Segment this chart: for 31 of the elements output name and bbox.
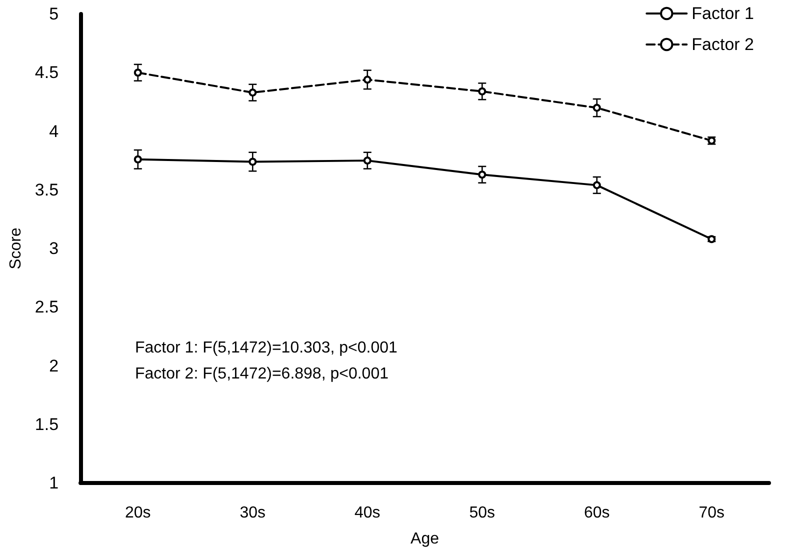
- x-tick-label: 30s: [240, 504, 266, 522]
- point: [592, 181, 601, 190]
- point: [363, 76, 372, 84]
- y-tick-label: 3.5: [34, 180, 59, 200]
- point: [363, 156, 372, 165]
- point: [478, 87, 486, 96]
- legend-label: Factor 2: [692, 35, 754, 54]
- y-axis-title: Score: [8, 228, 24, 270]
- point: [592, 104, 601, 112]
- legend-label: Factor 1: [692, 4, 754, 23]
- x-tick-label: 40s: [354, 504, 380, 522]
- x-tick-label: 50s: [469, 504, 496, 522]
- point: [134, 155, 142, 164]
- x-axis-title: Age: [410, 530, 440, 548]
- annotation: Factor 2: F(5,1472)=6.898, p<0.001: [135, 366, 389, 382]
- point: [134, 68, 142, 77]
- y-tick-label: 4.5: [34, 63, 59, 82]
- y-tick-label: 2.5: [34, 298, 59, 317]
- y-tick-label: 2: [49, 356, 59, 376]
- point: [478, 170, 486, 179]
- y-tick-label: 3: [49, 239, 59, 258]
- x-tick-label: 60s: [584, 504, 610, 522]
- annotation: Factor 1: F(5,1472)=10.303, p<0.001: [135, 340, 398, 356]
- point: [248, 88, 257, 97]
- x-tick-label: 20s: [125, 504, 151, 522]
- y-tick-label: 1: [49, 474, 59, 492]
- x-tick-label: 70s: [698, 504, 725, 522]
- y-tick-label: 5: [49, 4, 59, 24]
- y-tick-label: 1.5: [34, 414, 59, 434]
- point: [248, 158, 257, 166]
- y-tick-label: 4: [49, 122, 59, 141]
